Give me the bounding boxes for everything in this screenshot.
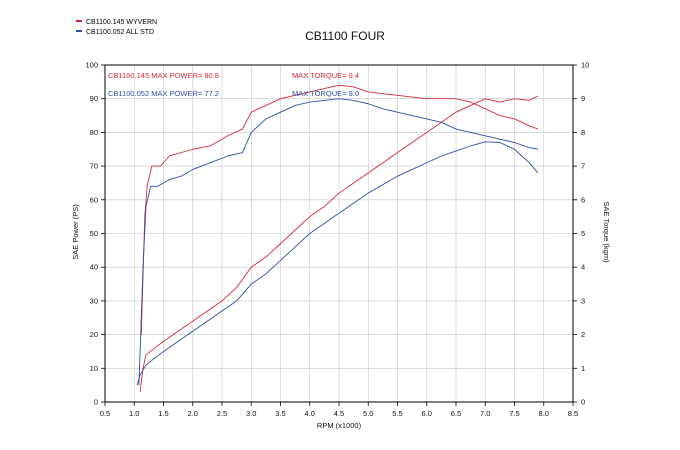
x-tick-label: 7.5	[509, 409, 519, 418]
annotation-allstd-max-power: CB1100.052 MAX POWER= 77.2	[108, 89, 219, 98]
x-tick-label: 3.0	[246, 409, 256, 418]
y-left-tick-label: 40	[90, 263, 98, 272]
x-tick-label: 6.5	[451, 409, 461, 418]
y-left-tick-label: 80	[90, 128, 98, 137]
plot-frame	[104, 64, 574, 403]
series-line-power-wyvern	[139, 95, 539, 392]
y-left-tick-label: 50	[90, 229, 98, 238]
x-tick-label: 4.5	[334, 409, 344, 418]
y-axis-left-label: SAE Power (PS)	[71, 204, 80, 260]
series-line-power-allstd	[136, 141, 539, 386]
y-right-tick-label: 3	[581, 296, 585, 305]
annotation-wyvern-max-torque: MAX TORQUE= 9.4	[292, 71, 359, 80]
y-left-tick-label: 10	[90, 364, 98, 373]
y-right-tick-label: 10	[581, 61, 589, 70]
x-tick-label: 7.0	[480, 409, 490, 418]
y-left-tick-label: 30	[90, 296, 98, 305]
x-tick-label: 4.0	[305, 409, 315, 418]
series-line-torque-allstd	[138, 98, 538, 386]
legend-label-allstd: CB1100.052 ALL STD	[86, 29, 154, 36]
x-tick-label: 2.5	[217, 409, 227, 418]
x-tick-label: 8.0	[539, 409, 549, 418]
series-line-torque-wyvern	[140, 84, 539, 335]
x-axis-label: RPM (x1000)	[317, 421, 362, 430]
annotation-wyvern-max-power: CB1100.145 MAX POWER= 90.8	[108, 71, 219, 80]
y-right-tick-label: 8	[581, 128, 585, 137]
x-axis-ticks: 0.5 1.0 1.5 2.0 2.5 3.0 3.5 4.0 4.5 5.0 5.5 6.0 6.5 7…	[100, 402, 578, 418]
y-right-tick-label: 1	[581, 364, 585, 373]
y-left-tick-label: 70	[90, 162, 98, 171]
y-left-tick-label: 0	[94, 398, 98, 407]
y-right-tick-label: 2	[581, 330, 585, 339]
x-tick-label: 5.5	[392, 409, 402, 418]
x-tick-label: 1.5	[158, 409, 168, 418]
x-tick-label: 8.5	[568, 409, 578, 418]
y-right-tick-label: 6	[581, 195, 585, 204]
y-left-tick-label: 100	[85, 61, 98, 70]
y-right-tick-label: 9	[581, 94, 585, 103]
y-right-tick-label: 7	[581, 162, 585, 171]
x-tick-label: 0.5	[100, 409, 110, 418]
y-axis-right-ticks: 0 1 2 3 4 5 6 7 8 9 10	[573, 61, 589, 407]
legend-label-wyvern: CB1100.145 WYVERN	[86, 19, 157, 26]
chart-title: CB1100 FOUR	[305, 29, 385, 43]
x-tick-label: 6.0	[422, 409, 432, 418]
x-tick-label: 3.5	[275, 409, 285, 418]
y-right-tick-label: 5	[581, 229, 585, 238]
y-left-tick-label: 20	[90, 330, 98, 339]
y-right-tick-label: 0	[581, 398, 585, 407]
annotation-allstd-max-torque: MAX TORQUE= 9.0	[292, 89, 359, 98]
y-left-tick-label: 60	[90, 195, 98, 204]
x-tick-label: 5.0	[363, 409, 373, 418]
legend: CB1100.145 WYVERN CB1100.052 ALL STD	[76, 19, 157, 36]
x-tick-label: 1.0	[129, 409, 139, 418]
y-right-tick-label: 4	[581, 263, 585, 272]
y-axis-right-label: SAE Torque (kgm)	[602, 201, 611, 263]
x-tick-label: 2.0	[188, 409, 198, 418]
y-axis-left-ticks: 0 10 20 30 40 50 60 70 80 90 100	[85, 61, 105, 407]
y-left-tick-label: 90	[90, 94, 98, 103]
series-layer	[136, 84, 539, 392]
